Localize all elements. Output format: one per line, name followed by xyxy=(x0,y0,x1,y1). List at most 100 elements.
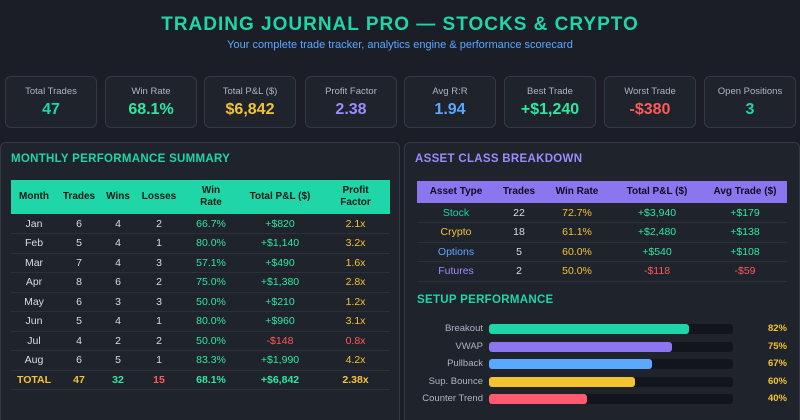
losses-cell: 3 xyxy=(156,295,162,308)
asset-type-cell: Options xyxy=(437,245,475,258)
kpi-card: Avg R:R 1.94 xyxy=(404,76,496,128)
page-title: TRADING JOURNAL PRO — STOCKS & CRYPTO xyxy=(161,14,639,35)
wins-cell: 4 xyxy=(115,237,121,250)
wins-cell: 3 xyxy=(115,295,121,308)
win-rate-cell: 83.3% xyxy=(196,354,226,367)
win-rate-cell: 61.1% xyxy=(562,226,592,239)
win-rate-cell: 80.0% xyxy=(196,237,226,250)
table-row: Crypto 18 61.1% +$2,480 +$138 xyxy=(417,223,787,242)
wins-cell: 4 xyxy=(115,256,121,269)
table-row: Futures 2 50.0% -$118 -$59 xyxy=(417,262,787,281)
setup-bar-label: Counter Trend xyxy=(422,393,483,404)
trades-cell: 47 xyxy=(73,373,85,386)
wins-cell: 6 xyxy=(115,276,121,289)
kpi-value: 2.38 xyxy=(335,101,367,118)
month-cell: Jan xyxy=(25,217,43,230)
trades-cell: 6 xyxy=(76,217,82,230)
column-header-trades: Trades xyxy=(62,191,96,202)
kpi-card: Total P&L ($) $6,842 xyxy=(204,76,296,128)
kpi-label: Total Trades xyxy=(25,86,77,97)
profit-factor-cell: 3.2x xyxy=(345,237,366,250)
trades-cell: 6 xyxy=(76,354,82,367)
losses-cell: 2 xyxy=(156,217,162,230)
trades-cell: 7 xyxy=(76,256,82,269)
setup-bar-fill xyxy=(489,341,672,352)
profit-factor-cell: 1.6x xyxy=(345,256,366,269)
trades-cell: 5 xyxy=(76,315,82,328)
win-rate-cell: 50.0% xyxy=(196,334,226,347)
kpi-card: Profit Factor 2.38 xyxy=(305,76,397,128)
table-row: Feb 5 4 1 80.0% +$1,140 3.2x xyxy=(11,234,390,253)
table-row: Stock 22 72.7% +$3,940 +$179 xyxy=(417,203,787,223)
table-row: Mar 7 4 3 57.1% +$490 1.6x xyxy=(11,253,390,273)
wins-cell: 2 xyxy=(115,334,121,347)
profit-factor-cell: 2.8x xyxy=(345,276,366,289)
losses-cell: 1 xyxy=(156,237,162,250)
kpi-label: Best Trade xyxy=(527,86,573,97)
wins-cell: 4 xyxy=(115,315,121,328)
kpi-card: Open Positions 3 xyxy=(704,76,796,128)
kpi-value: 68.1% xyxy=(128,101,174,118)
table-row: Jan 6 4 2 66.7% +$820 2.1x xyxy=(11,214,390,234)
profit-factor-cell: 2.1x xyxy=(345,217,366,230)
column-header-total-pnl: Total P&L ($) xyxy=(249,191,311,202)
pnl-cell: +$1,990 xyxy=(260,354,300,367)
pnl-cell: +$490 xyxy=(265,256,295,269)
kpi-card: Best Trade +$1,240 xyxy=(504,76,596,128)
trades-cell: 5 xyxy=(76,237,82,250)
table-row: May 6 3 3 50.0% +$210 1.2x xyxy=(11,292,390,312)
setup-bar-track xyxy=(489,341,733,352)
pnl-cell: -$148 xyxy=(266,334,294,347)
setup-bar-fill xyxy=(489,324,690,334)
column-header-month: Month xyxy=(19,191,49,202)
page-subtitle: Your complete trade tracker, analytics e… xyxy=(227,39,573,51)
asset-class-panel: ASSET CLASS BREAKDOWN xyxy=(404,142,800,420)
column-header-win-rate: Win Rate xyxy=(555,186,599,197)
setup-performance-title: SETUP PERFORMANCE xyxy=(417,294,554,306)
column-header-win-rate: Win Rate xyxy=(200,185,222,208)
avg-trade-cell: +$108 xyxy=(730,245,760,258)
kpi-value: $6,842 xyxy=(225,101,275,118)
month-cell: TOTAL xyxy=(16,373,52,386)
avg-trade-cell: +$138 xyxy=(730,226,760,239)
wins-cell: 32 xyxy=(112,373,124,386)
kpi-label: Open Positions xyxy=(717,86,783,97)
table-row: Aug 6 5 1 83.3% +$1,990 4.2x xyxy=(11,351,390,370)
asset-type-cell: Stock xyxy=(442,206,470,219)
kpi-label: Worst Trade xyxy=(624,86,676,97)
avg-trade-cell: +$179 xyxy=(730,206,760,219)
kpi-label: Total P&L ($) xyxy=(222,86,278,97)
losses-cell: 2 xyxy=(156,334,162,347)
pnl-cell: +$3,940 xyxy=(637,206,677,219)
profit-factor-cell: 2.38x xyxy=(342,373,369,386)
pnl-cell: +$820 xyxy=(265,217,295,230)
setup-bar-fill xyxy=(489,359,653,369)
kpi-card: Total Trades 47 xyxy=(5,76,97,128)
pnl-cell: +$540 xyxy=(642,245,672,258)
profit-factor-cell: 0.8x xyxy=(345,334,366,347)
pnl-cell: +$1,140 xyxy=(260,237,300,250)
monthly-performance-table: Month Trades Wins Losses Win Rate Total … xyxy=(11,180,390,390)
month-cell: Jun xyxy=(25,315,43,328)
table-row: Apr 8 6 2 75.0% +$1,380 2.8x xyxy=(11,273,390,292)
setup-bar-percent: 60% xyxy=(767,375,787,387)
column-header-profit-factor: Profit Factor xyxy=(340,185,371,208)
monthly-performance-panel: MONTHLY PERFORMANCE SUMMARY xyxy=(0,142,400,420)
setup-bar-percent: 82% xyxy=(767,323,787,334)
trades-cell: 8 xyxy=(76,276,82,289)
setup-bar-label: VWAP xyxy=(455,340,483,352)
trades-cell: 6 xyxy=(76,295,82,308)
kpi-card: Worst Trade -$380 xyxy=(604,76,696,128)
table-row: Options 5 60.0% +$540 +$108 xyxy=(417,242,787,262)
column-header-wins: Wins xyxy=(106,191,130,202)
profit-factor-cell: 1.2x xyxy=(345,295,366,308)
month-cell: May xyxy=(24,295,44,308)
setup-bar-track xyxy=(489,394,733,404)
wins-cell: 5 xyxy=(115,354,121,367)
pnl-cell: +$1,380 xyxy=(260,276,300,289)
avg-trade-cell: -$59 xyxy=(734,265,756,278)
setup-bar-row: Counter Trend 40% xyxy=(417,393,787,405)
setup-bar-track xyxy=(489,376,733,387)
losses-cell: 15 xyxy=(153,373,165,386)
asset-type-cell: Crypto xyxy=(440,226,472,239)
